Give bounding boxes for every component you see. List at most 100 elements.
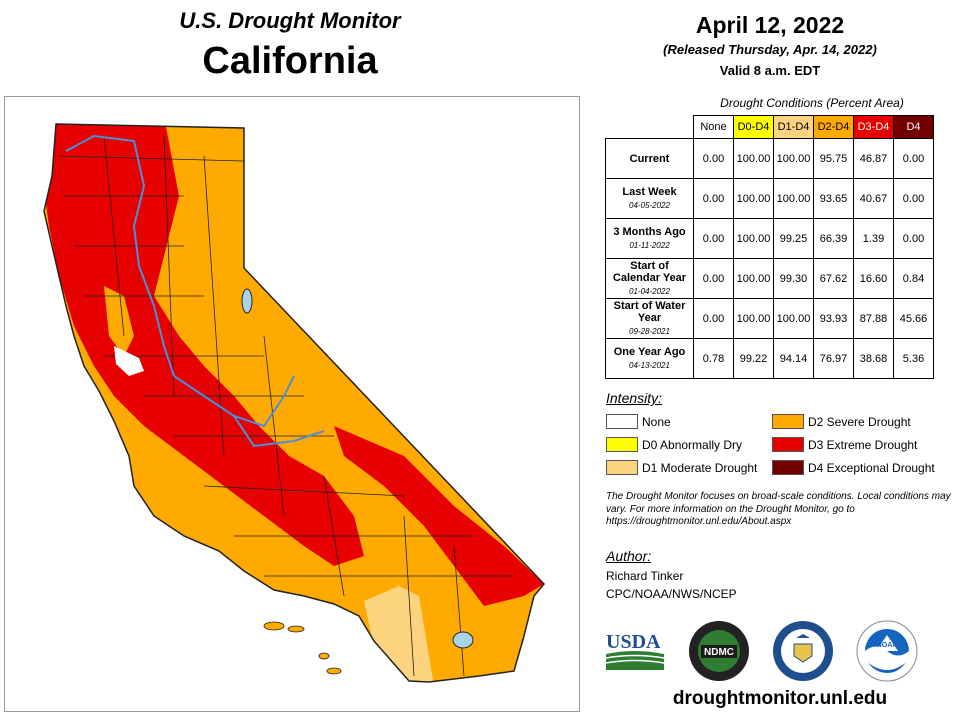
county-lines <box>58 135 514 677</box>
row-one-year-ago: One Year Ago 04-13-2021 0.78 99.22 94.14 … <box>605 338 934 379</box>
table-cell: 0.84 <box>893 258 934 299</box>
table-cell: 67.62 <box>813 258 854 299</box>
lake-tahoe <box>241 288 253 314</box>
usda-logo: USDA <box>605 631 665 670</box>
d3-region-north <box>44 124 364 566</box>
table-cell: 93.65 <box>813 178 854 219</box>
legend-label: D2 Severe Drought <box>808 415 911 429</box>
legend-label: None <box>642 415 671 429</box>
table-cell: 100.00 <box>773 178 814 219</box>
commerce-logo <box>773 621 833 681</box>
table-cell: 93.93 <box>813 298 854 339</box>
table-cell: 0.78 <box>693 338 734 379</box>
valid-time: Valid 8 a.m. EDT <box>719 63 821 78</box>
legend-label: D3 Extreme Drought <box>808 438 918 452</box>
svg-text:NDMC: NDMC <box>704 647 734 658</box>
table-cell: 0.00 <box>893 218 934 259</box>
rivers <box>65 134 325 448</box>
table-cell: 0.00 <box>693 218 734 259</box>
col-d4: D4 <box>893 115 934 139</box>
svg-text:NOAA: NOAA <box>877 642 898 649</box>
legend-swatch <box>606 460 638 475</box>
row-label: Last Week <box>622 185 677 198</box>
table-cell: 99.22 <box>733 338 774 379</box>
table-cell: 100.00 <box>733 258 774 299</box>
sf-bay <box>114 346 144 376</box>
noaa-logo: NOAA <box>856 620 918 682</box>
table-caption: Drought Conditions (Percent Area) <box>720 96 904 110</box>
d1-region-south-coast <box>364 586 434 682</box>
map-frame <box>4 96 580 712</box>
table-cell: 99.30 <box>773 258 814 299</box>
col-d2-d4: D2-D4 <box>813 115 854 139</box>
table-cell: 76.97 <box>813 338 854 379</box>
legend-swatch <box>606 414 638 429</box>
row-start-water-year: Start of Water Year 09-28-2021 0.00 100.0… <box>605 298 934 339</box>
table-cell: 87.88 <box>853 298 894 339</box>
legend-title: Intensity: <box>606 390 663 406</box>
col-d3-d4: D3-D4 <box>853 115 894 139</box>
california-drought-map <box>43 123 546 683</box>
disclaimer-note: The Drought Monitor focuses on broad-sca… <box>606 491 951 527</box>
col-none: None <box>693 115 734 139</box>
table-cell: 66.39 <box>813 218 854 259</box>
table-cell: 100.00 <box>733 298 774 339</box>
author-org: CPC/NOAA/NWS/NCEP <box>606 587 737 601</box>
website-link[interactable]: droughtmonitor.unl.edu <box>672 688 888 709</box>
map-title: California <box>202 40 378 82</box>
legend-label: D1 Moderate Drought <box>642 461 758 475</box>
row-date: 01-04-2022 <box>629 286 670 296</box>
table-cell: 16.60 <box>853 258 894 299</box>
row-3-months-ago: 3 Months Ago 01-11-2022 0.00 100.00 99.25… <box>605 218 934 259</box>
table-cell: 94.14 <box>773 338 814 379</box>
table-cell: 100.00 <box>733 218 774 259</box>
legend-swatch <box>606 437 638 452</box>
legend-swatch <box>772 437 804 452</box>
legend-swatch <box>772 460 804 475</box>
table-cell: 100.00 <box>773 138 814 179</box>
california-outline <box>43 123 546 683</box>
col-d0-d4: D0-D4 <box>733 115 774 139</box>
table-cell: 40.67 <box>853 178 894 219</box>
release-date: (Released Thursday, Apr. 14, 2022) <box>663 42 877 57</box>
salton-sea <box>452 631 474 649</box>
table-cell: 0.00 <box>693 258 734 299</box>
table-cell: 5.36 <box>893 338 934 379</box>
row-label: 3 Months Ago <box>613 225 686 238</box>
drought-conditions-table: None D0-D4 D1-D4 D2-D4 D3-D4 D4 Current … <box>605 115 934 379</box>
table-cell: 0.00 <box>893 178 934 219</box>
table-cell: 0.00 <box>693 298 734 339</box>
row-date: 09-28-2021 <box>629 326 670 336</box>
table-cell: 100.00 <box>773 298 814 339</box>
header-blank <box>606 116 694 139</box>
col-d1-d4: D1-D4 <box>773 115 814 139</box>
ndmc-logo: NDMC <box>689 621 749 681</box>
table-cell: 100.00 <box>733 138 774 179</box>
row-date: 01-11-2022 <box>629 240 670 250</box>
legend-swatch <box>772 414 804 429</box>
row-current: Current 0.00 100.00 100.00 95.75 46.87 0… <box>605 138 934 179</box>
row-label: Current <box>629 152 670 165</box>
table-cell: 46.87 <box>853 138 894 179</box>
channel-islands <box>263 621 342 675</box>
d2-region-valley <box>104 286 134 356</box>
d3-region-east <box>334 426 544 606</box>
row-label: One Year Ago <box>613 345 686 358</box>
author-title: Author: <box>606 548 652 564</box>
legend-label: D0 Abnormally Dry <box>642 438 743 452</box>
row-label: Start of Water Year <box>613 299 686 324</box>
table-cell: 99.25 <box>773 218 814 259</box>
svg-text:USDA: USDA <box>606 631 661 653</box>
row-date: 04-05-2022 <box>629 200 670 210</box>
table-cell: 100.00 <box>733 178 774 219</box>
map-subtitle: U.S. Drought Monitor <box>179 8 401 33</box>
row-date: 04-13-2021 <box>629 360 670 370</box>
table-cell: 0.00 <box>693 178 734 219</box>
row-label: Start of Calendar Year <box>612 259 687 284</box>
row-start-calendar-year: Start of Calendar Year 01-04-2022 0.00 10… <box>605 258 934 299</box>
table-cell: 0.00 <box>893 138 934 179</box>
map-date: April 12, 2022 <box>695 12 845 38</box>
row-last-week: Last Week 04-05-2022 0.00 100.00 100.00 9… <box>605 178 934 219</box>
table-cell: 38.68 <box>853 338 894 379</box>
table-cell: 45.66 <box>893 298 934 339</box>
